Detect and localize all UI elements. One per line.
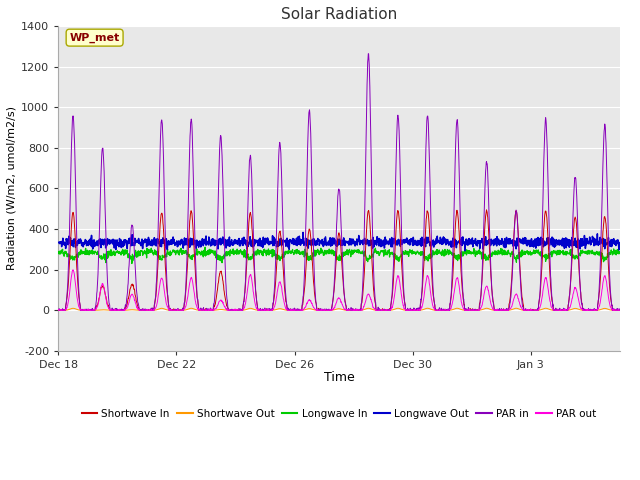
PAR in [74,264,81,270]
PAR in [372,300,380,305]
Shortwave In [483,207,490,213]
Longwave In [616,249,623,255]
Shortwave In [54,307,62,313]
PAR out [616,307,623,313]
PAR out [314,307,322,313]
Shortwave In [74,283,82,288]
Y-axis label: Radiation (W/m2, umol/m2/s): Radiation (W/m2, umol/m2/s) [7,107,17,270]
Longwave In [605,252,612,258]
X-axis label: Time: Time [324,372,355,384]
Shortwave In [605,270,612,276]
Shortwave Out [199,307,207,313]
Shortwave Out [542,305,550,311]
Line: Shortwave Out: Shortwave Out [58,308,620,310]
Shortwave Out [371,307,379,313]
PAR in [199,307,207,313]
Text: WP_met: WP_met [70,33,120,43]
Shortwave Out [616,307,623,313]
Shortwave In [314,306,321,312]
Shortwave In [616,307,623,313]
Longwave Out [616,241,623,247]
Longwave Out [520,240,527,246]
Longwave In [314,246,322,252]
Longwave In [74,253,81,259]
PAR in [616,307,623,313]
Longwave Out [199,240,207,245]
PAR in [314,307,321,313]
Shortwave Out [605,307,612,312]
Shortwave In [520,302,527,308]
Longwave In [520,252,527,257]
PAR in [54,307,62,313]
Line: Shortwave In: Shortwave In [58,210,620,310]
Line: PAR in: PAR in [58,54,620,310]
PAR out [200,307,207,313]
Shortwave In [372,300,380,306]
PAR out [54,307,62,312]
Title: Solar Radiation: Solar Radiation [281,7,397,22]
PAR in [364,51,372,57]
Line: Longwave Out: Longwave Out [58,232,620,251]
PAR in [519,304,527,310]
Longwave In [202,244,209,250]
Longwave In [128,261,136,266]
Longwave Out [54,240,62,246]
Longwave In [372,249,380,254]
Longwave In [54,249,62,254]
PAR out [520,307,527,313]
Longwave In [199,249,207,254]
Shortwave Out [54,307,62,313]
PAR in [605,238,612,243]
Longwave Out [314,238,321,244]
Line: PAR out: PAR out [58,270,620,310]
Longwave Out [299,229,307,235]
PAR out [605,297,612,302]
Shortwave Out [519,307,527,313]
Shortwave In [55,307,63,313]
Longwave Out [74,238,81,243]
Shortwave In [199,307,207,313]
Line: Longwave In: Longwave In [58,247,620,264]
PAR out [57,307,65,313]
Shortwave Out [314,307,321,313]
PAR out [69,267,77,273]
Legend: Shortwave In, Shortwave Out, Longwave In, Longwave Out, PAR in, PAR out: Shortwave In, Shortwave Out, Longwave In… [77,405,600,423]
Longwave Out [605,240,612,246]
Longwave Out [461,248,469,254]
PAR out [74,301,82,307]
Longwave Out [372,240,380,246]
PAR out [372,307,380,313]
Shortwave Out [74,307,81,312]
